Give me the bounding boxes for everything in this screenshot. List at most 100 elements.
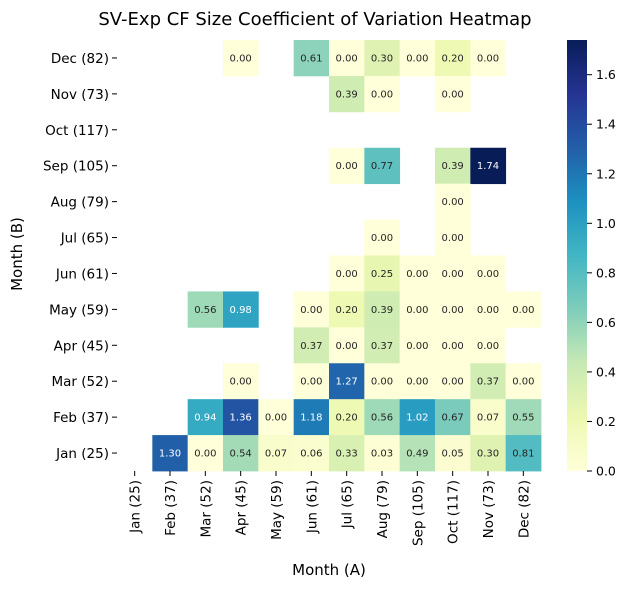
heatmap-cell [329,435,365,472]
cell-value-label: 1.02 [406,413,428,424]
cell-value-label: 0.37 [300,341,322,352]
cell-value-label: 0.00 [406,341,428,352]
heatmap-cell [364,363,401,400]
heatmap-cell [470,435,507,472]
cell-value-label: 0.37 [477,377,499,388]
colorbar-tick-label: 1.0 [596,216,616,231]
y-tick-label: Jul (65) [60,231,109,247]
heatmap-cell [435,219,471,256]
cell-value-label: 0.54 [230,449,252,460]
cell-value-label: 0.00 [300,377,322,388]
colorbar-tick-label: 0.2 [596,414,616,429]
colorbar-tick-label: 0.8 [596,265,616,280]
cell-value-label: 0.05 [442,449,464,460]
heatmap-cell [329,40,365,77]
colorbar [567,40,587,471]
cell-value-label: 1.74 [477,161,499,172]
x-tick-label: Jul (65) [340,480,356,529]
cell-value-label: 0.00 [336,161,358,172]
cell-value-label: 0.00 [442,341,464,352]
heatmap-cell [364,219,401,256]
heatmap-cell [223,435,259,472]
cell-value-label: 0.20 [336,413,358,424]
y-tick-label: May (59) [49,302,109,318]
colorbar-tick-label: 1.4 [596,117,616,132]
heatmap-cell [470,40,507,77]
heatmap-cell [329,255,365,292]
heatmap-cell [187,291,224,328]
cell-value-label: 0.00 [406,269,428,280]
x-tick-label: Jan (25) [128,480,144,534]
cell-value-label: 0.00 [512,305,534,316]
heatmap-cell [399,40,436,77]
cell-value-label: 0.55 [512,413,534,424]
heatmap-cell [399,363,436,400]
cell-value-label: 0.07 [265,449,287,460]
cell-value-label: 1.36 [230,413,252,424]
heatmap-cell [470,255,507,292]
colorbar-tick-label: 0.6 [596,315,616,330]
y-tick-label: Apr (45) [54,338,109,354]
cell-value-label: 0.00 [477,341,499,352]
cell-value-label: 0.00 [336,53,358,64]
cell-value-label: 0.00 [442,377,464,388]
heatmap-cell [187,399,224,436]
heatmap-cell [435,435,471,472]
y-tick-label: Feb (37) [53,410,109,426]
cell-value-label: 0.56 [194,305,216,316]
cell-value-label: 0.00 [230,377,252,388]
y-tick-label: Sep (105) [43,159,109,175]
cell-value-label: 0.00 [265,413,287,424]
x-tick-label: Aug (79) [375,480,391,538]
heatmap-cell [293,291,330,328]
heatmap-cell [505,291,542,328]
cell-value-label: 0.00 [300,305,322,316]
heatmap-cell [223,291,259,328]
x-tick-label: Nov (73) [481,480,497,538]
x-tick-label: Apr (45) [234,480,250,535]
heatmap-cell [435,75,471,113]
heatmap-cell [435,147,471,185]
heatmap-cell [364,435,401,472]
cell-value-label: 0.33 [336,449,358,460]
heatmap-cell [364,291,401,328]
cell-value-label: 0.39 [336,89,358,100]
y-tick-label: Oct (117) [45,123,109,139]
cell-value-label: 0.03 [371,449,393,460]
cell-value-label: 1.30 [159,449,181,460]
heatmap-cell [293,363,330,400]
heatmap-cell [258,399,295,436]
x-axis-label: Month (A) [292,561,366,579]
cell-value-label: 0.20 [442,53,464,64]
x-axis-ticks: Jan (25) Feb (37) Mar (52) Apr (45) May (59)… [128,471,532,546]
colorbar-ticks: 0.0 0.2 0.4 0.6 0.8 1.0 1.2 1.4 1.6 [587,67,616,479]
cell-value-label: 0.25 [371,269,393,280]
cell-value-label: 0.00 [406,305,428,316]
cell-value-label: 0.00 [512,377,534,388]
cell-value-label: 0.00 [442,233,464,244]
heatmap-cell [399,399,436,436]
colorbar-tick-label: 0.0 [596,464,616,479]
colorbar-tick-label: 1.6 [596,67,616,82]
cell-value-label: 0.49 [406,449,428,460]
heatmap-cell [364,147,401,185]
heatmap-cell [293,399,330,436]
heatmap-cell [329,291,365,328]
heatmap-cell [364,327,401,364]
heatmap-cell [435,399,471,436]
x-tick-label: Mar (52) [198,480,214,537]
cell-value-label: 0.00 [371,89,393,100]
heatmap-cell [470,327,507,364]
heatmap-cell [293,435,330,472]
cell-value-label: 0.00 [442,269,464,280]
cell-value-label: 0.30 [477,449,499,460]
heatmap-cell [399,291,436,328]
y-tick-label: Nov (73) [51,87,109,103]
y-axis-label: Month (B) [8,217,26,291]
heatmap-cell [329,363,365,400]
heatmap-cell [399,435,436,472]
x-tick-label: Jun (61) [304,480,320,534]
cell-value-label: 0.00 [336,341,358,352]
heatmap-cell [399,255,436,292]
